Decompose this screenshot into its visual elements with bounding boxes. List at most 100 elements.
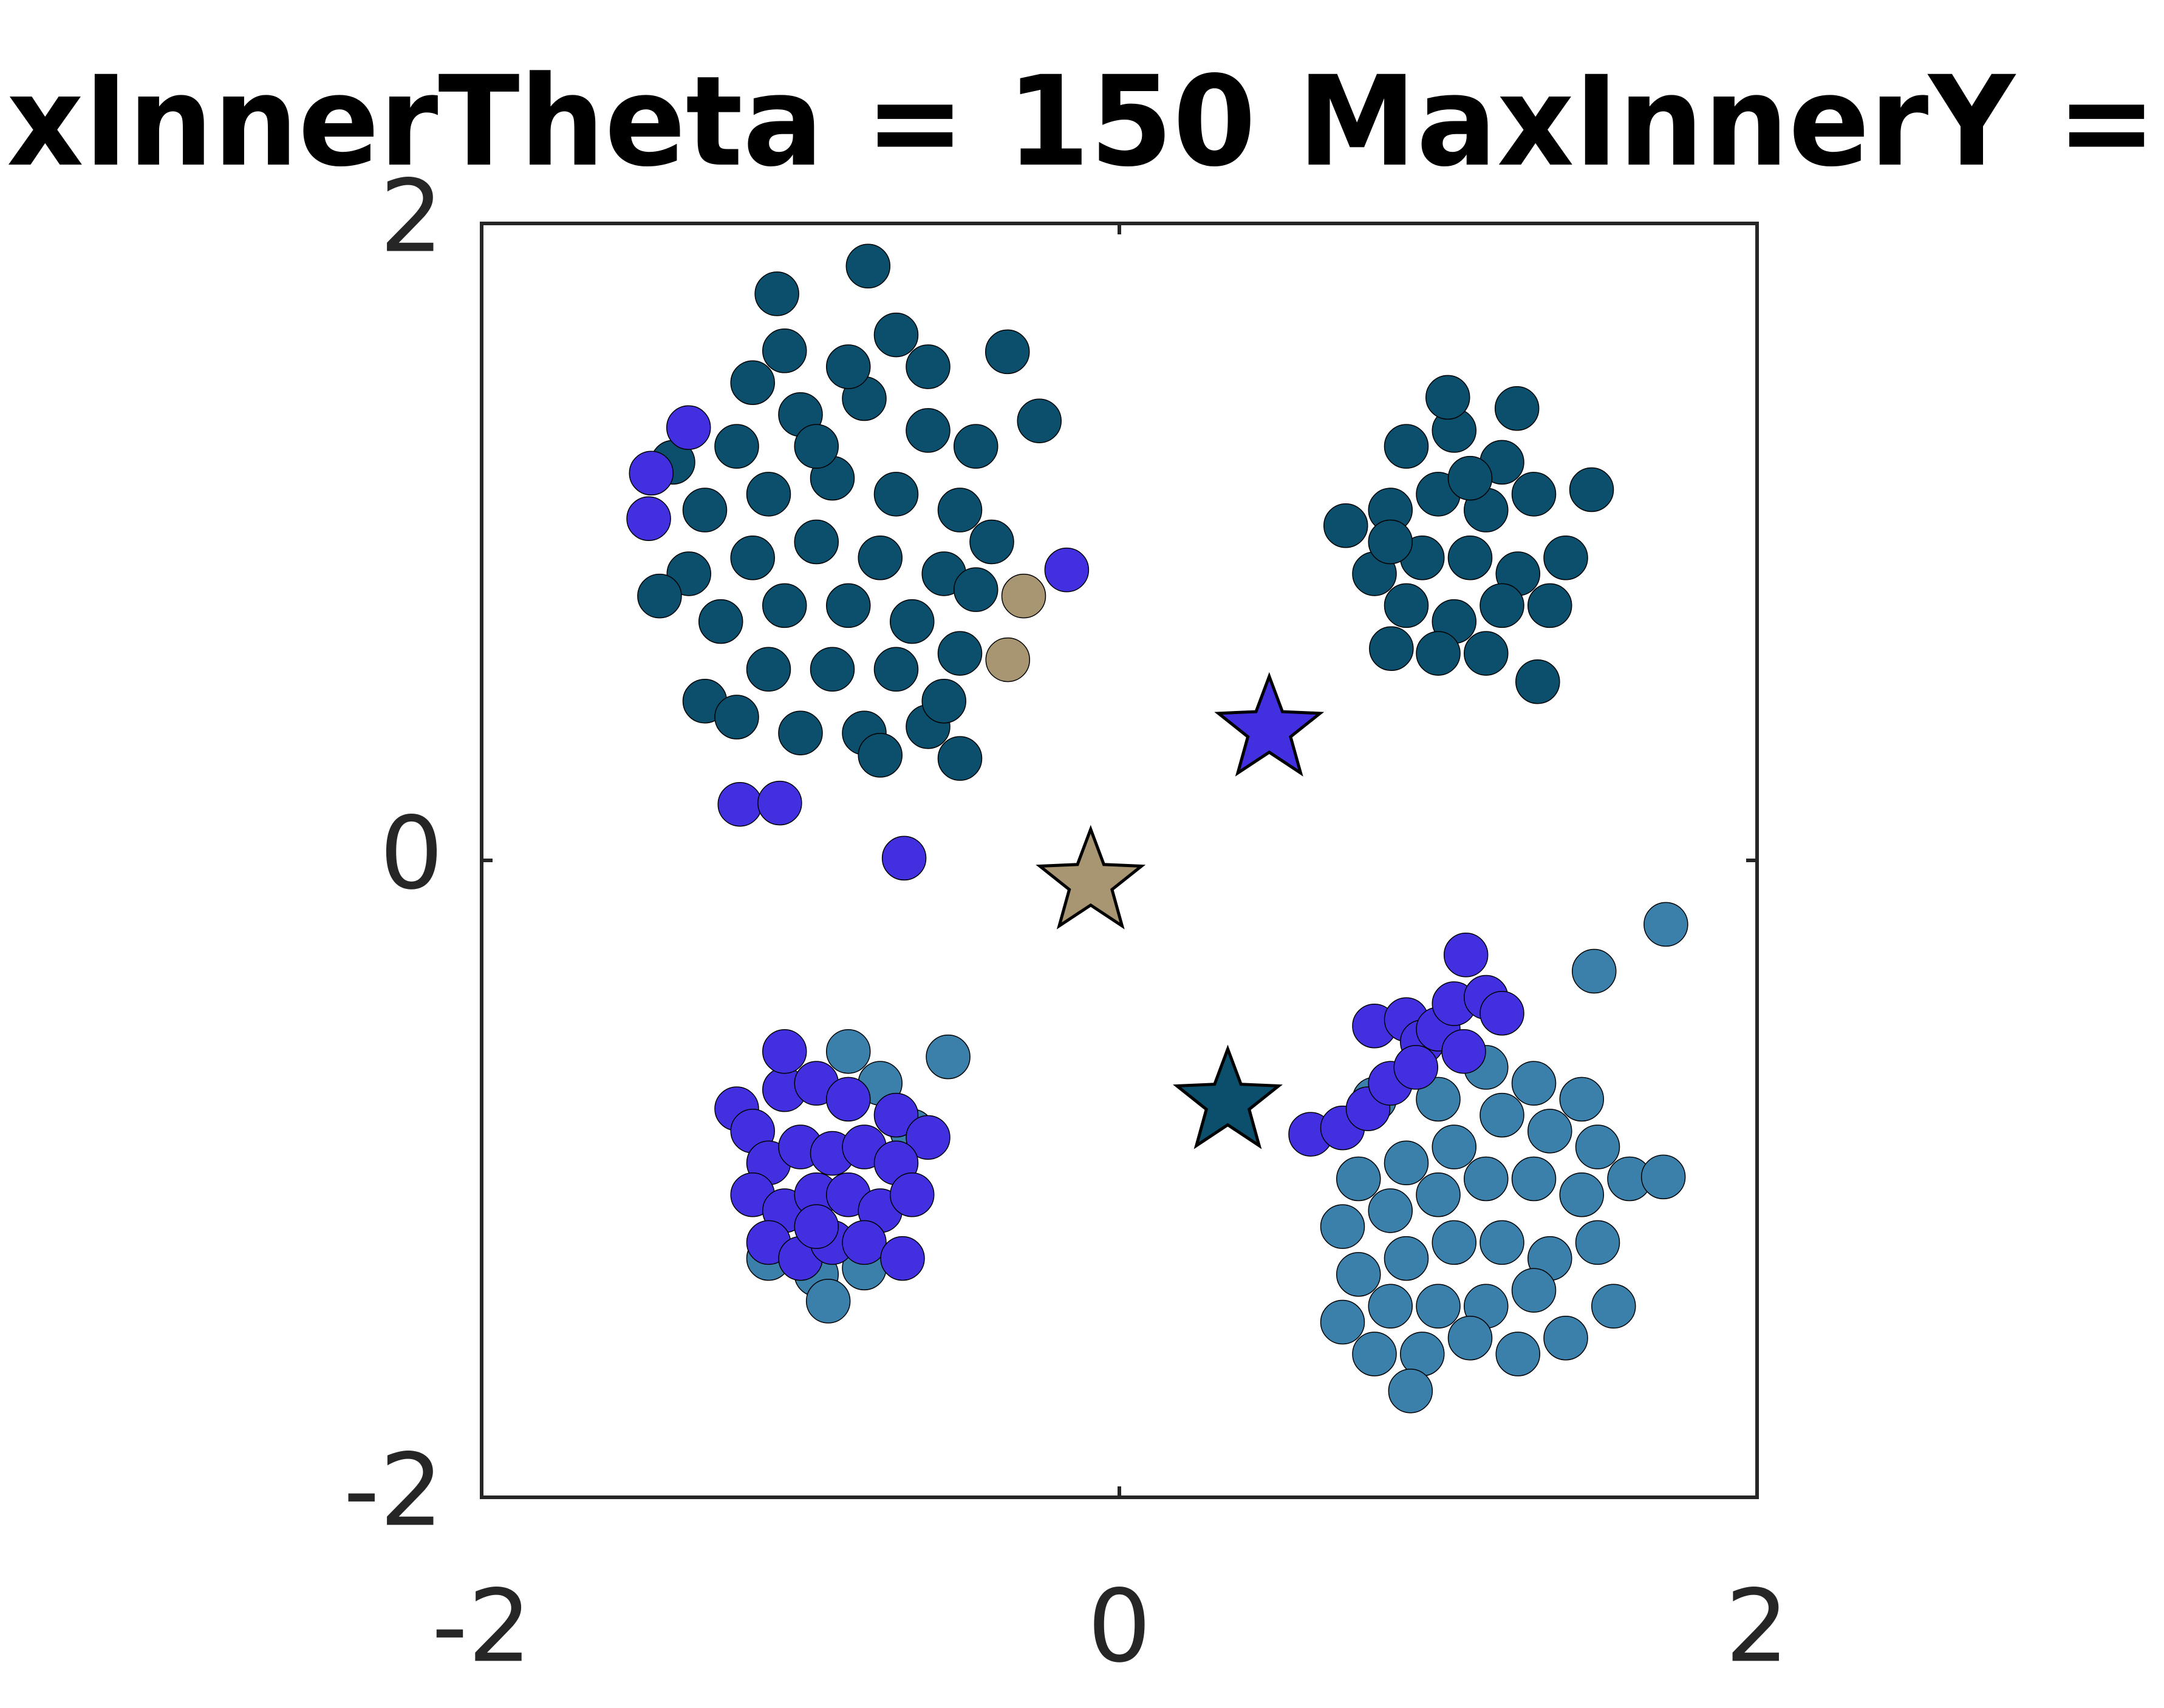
scatter-point	[1393, 1045, 1438, 1090]
scatter-point	[1575, 1220, 1620, 1265]
scatter-point	[1384, 583, 1429, 628]
scatter-point	[1643, 902, 1688, 947]
scatter-point	[757, 780, 802, 826]
scatter-point	[714, 424, 759, 469]
plot-frame	[480, 222, 1759, 1499]
scatter-point	[890, 599, 935, 644]
scatter-point	[810, 647, 855, 692]
scatter-point	[873, 472, 919, 517]
scatter-point	[778, 710, 823, 755]
y-tick-label: 2	[380, 158, 443, 274]
scatter-point	[626, 496, 671, 541]
scatter-point	[1320, 1204, 1365, 1249]
scatter-point	[985, 637, 1030, 682]
scatter-point	[1432, 1124, 1476, 1169]
scatter-point	[1569, 467, 1614, 512]
scatter-point	[1441, 1029, 1486, 1074]
scatter-point	[1384, 1140, 1429, 1186]
scatter-point	[906, 408, 951, 453]
scatter-point	[954, 567, 998, 612]
scatter-point	[1480, 991, 1524, 1036]
scatter-point	[1443, 933, 1489, 978]
scatter-point	[873, 647, 919, 692]
scatter-point	[1511, 472, 1557, 517]
scatter-point	[1494, 386, 1540, 431]
scatter-point	[873, 312, 919, 358]
scatter-point	[826, 344, 871, 389]
scatter-point	[1416, 1284, 1461, 1329]
scatter-point	[1336, 1156, 1381, 1202]
scatter-point	[754, 271, 799, 316]
scatter-point	[762, 1029, 807, 1074]
scatter-point	[730, 535, 775, 580]
star-marker	[1173, 1044, 1283, 1149]
scatter-point	[906, 344, 951, 389]
scatter-point	[717, 781, 762, 827]
y-tick-label: 0	[380, 795, 443, 911]
scatter-point	[1352, 1332, 1397, 1376]
scatter-point	[1591, 1284, 1636, 1329]
scatter-point	[1464, 1156, 1509, 1202]
scatter-point	[794, 1204, 839, 1249]
scatter-point	[969, 519, 1014, 565]
scatter-point	[985, 329, 1030, 375]
chart-title: xInnerTheta = 150 MaxInnerY =	[7, 50, 2157, 194]
scatter-point	[873, 1092, 919, 1138]
scatter-point	[937, 631, 983, 676]
scatter-point	[1384, 1236, 1429, 1281]
scatter-point	[1017, 398, 1062, 443]
scatter-point	[1511, 1156, 1557, 1202]
scatter-point	[1416, 1077, 1461, 1122]
scatter-point	[1336, 1252, 1381, 1297]
scatter-point	[682, 488, 728, 532]
scatter-point	[826, 583, 871, 628]
scatter-point	[1447, 455, 1493, 501]
x-tick-label: 2	[1725, 1568, 1789, 1684]
scatter-point	[714, 695, 759, 740]
scatter-point	[1511, 1268, 1557, 1313]
scatter-point	[842, 1220, 887, 1265]
scatter-point	[1640, 1154, 1686, 1200]
scatter-point	[698, 599, 743, 644]
scatter-point	[826, 1077, 871, 1122]
scatter-point	[1432, 1220, 1476, 1265]
scatter-point	[845, 243, 891, 289]
star-marker	[1036, 825, 1146, 930]
scatter-point	[666, 405, 711, 450]
scatter-point	[906, 1115, 951, 1160]
scatter-point	[762, 328, 807, 373]
scatter-point	[1559, 1077, 1604, 1122]
scatter-point	[1368, 519, 1413, 565]
scatter-point	[1527, 1109, 1572, 1154]
scatter-point	[1001, 573, 1046, 619]
x-tick-label: 0	[1088, 1568, 1152, 1684]
scatter-point	[1527, 583, 1572, 628]
scatter-point	[1447, 535, 1493, 580]
scatter-point	[1480, 1220, 1524, 1265]
scatter-point	[937, 736, 983, 781]
scatter-point	[1388, 1369, 1433, 1414]
scatter-point	[629, 451, 674, 495]
scatter-point	[1571, 948, 1617, 994]
scatter-point	[1559, 1172, 1604, 1217]
scatter-point	[1416, 631, 1461, 676]
scatter-point	[1323, 503, 1368, 548]
scatter-point	[858, 733, 903, 778]
star-marker	[1214, 672, 1325, 777]
scatter-point	[1543, 535, 1588, 580]
scatter-point	[1511, 1061, 1557, 1106]
scatter-point	[1464, 631, 1509, 676]
scatter-point	[1416, 1172, 1461, 1217]
scatter-point	[890, 1172, 935, 1217]
scatter-point	[1543, 1316, 1588, 1361]
scatter-point	[1369, 626, 1414, 671]
scatter-point	[1044, 547, 1090, 593]
scatter-point	[858, 535, 903, 580]
scatter-point	[1384, 424, 1429, 469]
scatter-point	[746, 647, 791, 692]
scatter-point	[1320, 1299, 1365, 1345]
scatter-point	[954, 424, 998, 469]
scatter-point	[762, 583, 807, 628]
